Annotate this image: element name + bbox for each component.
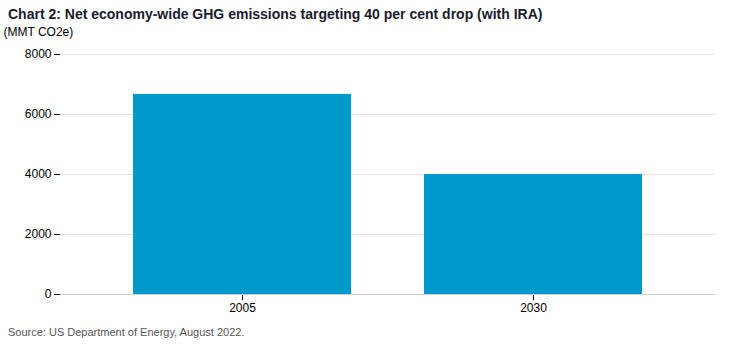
html-text:Source: US Department of Energ: Source: US Department of Energy, August …: [8, 326, 245, 338]
svg-text:6000: 6000: [25, 107, 52, 121]
svg-text:4000: 4000: [25, 167, 52, 181]
html-text:Chart 2: Net economy-wide GHG: Chart 2: Net economy-wide GHG emissions …: [8, 6, 543, 22]
svg-text:(MMT CO2e): (MMT CO2e): [4, 25, 74, 39]
svg-text:8000: 8000: [25, 47, 52, 61]
svg-text:0: 0: [45, 287, 52, 301]
svg-text:2005: 2005: [229, 301, 256, 315]
svg-text:2030: 2030: [520, 301, 547, 315]
svg-text:2000: 2000: [25, 227, 52, 241]
